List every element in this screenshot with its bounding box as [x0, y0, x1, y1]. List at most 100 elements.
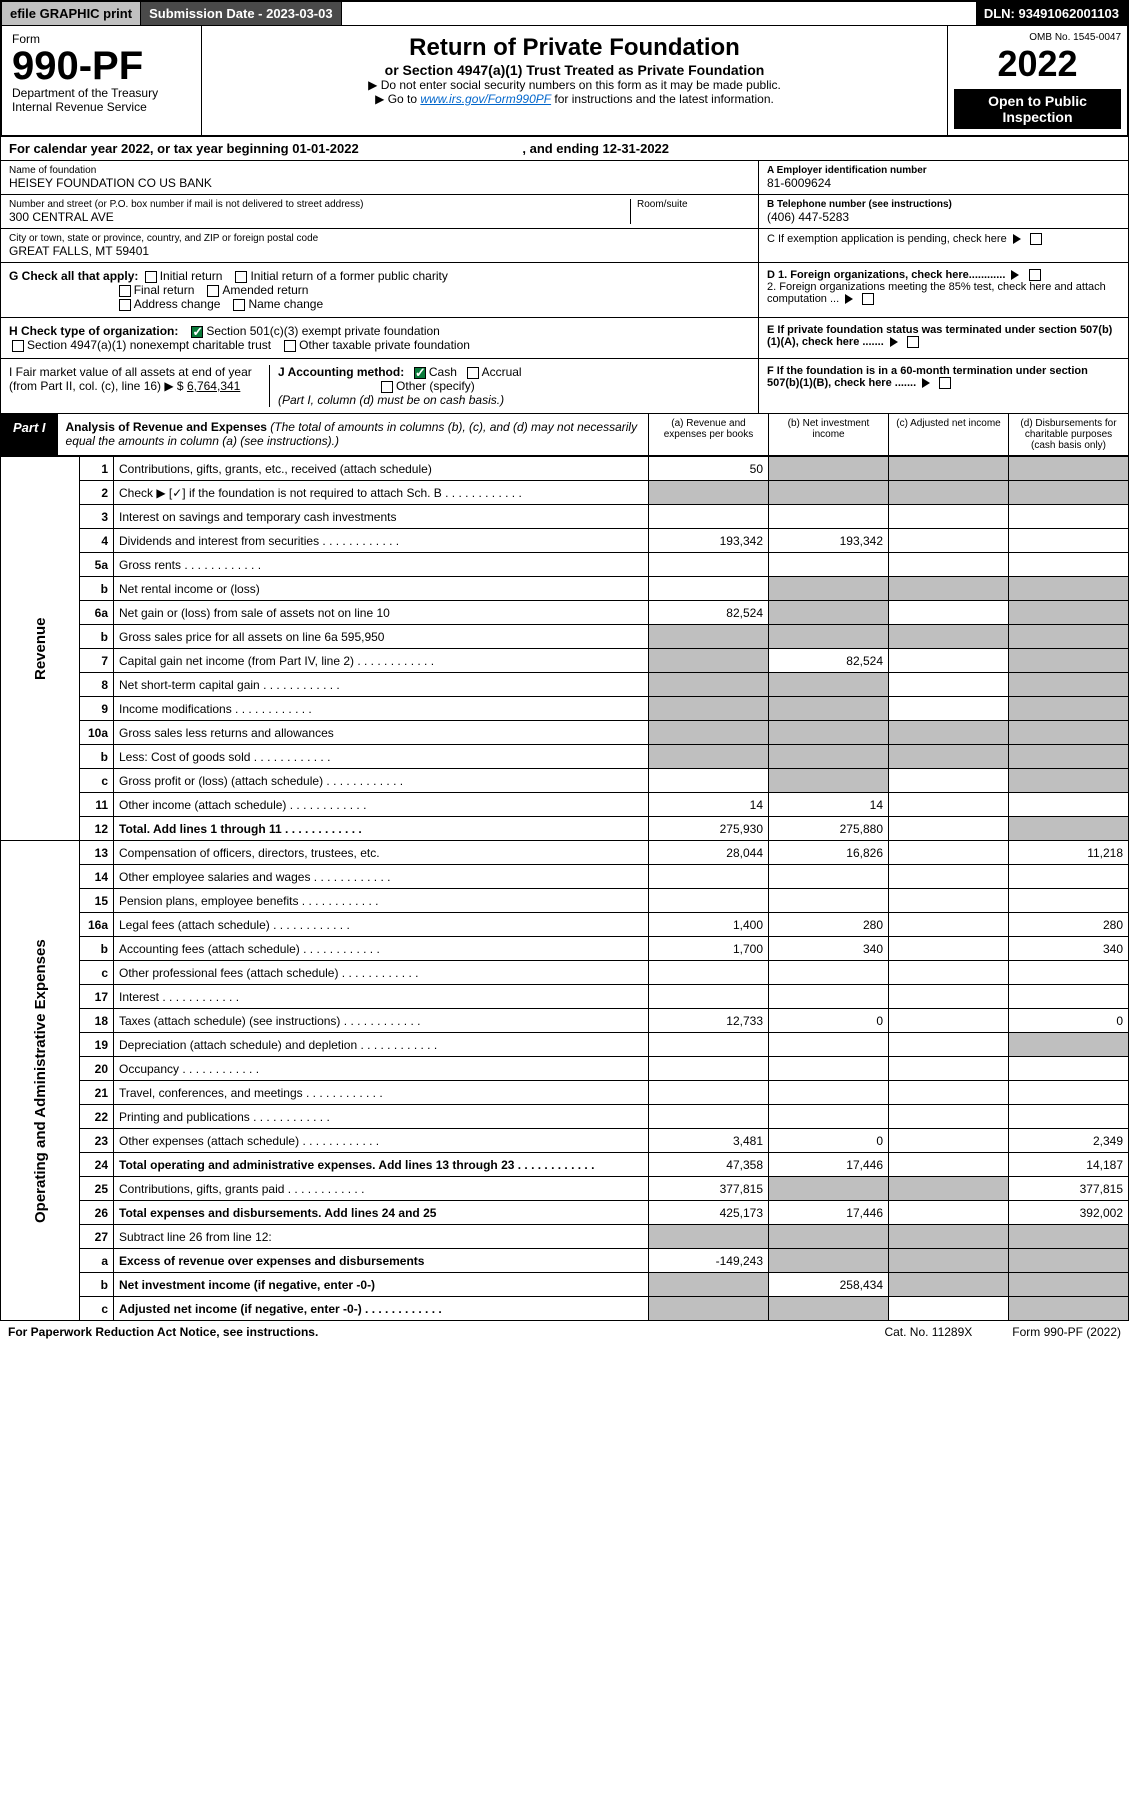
h-4947-checkbox[interactable]: [12, 340, 24, 352]
col-d-val: [1009, 1297, 1129, 1321]
col-b-val: [769, 1177, 889, 1201]
line-no: 18: [80, 1009, 114, 1033]
open-to-public: Open to Public Inspection: [954, 89, 1121, 129]
omb: OMB No. 1545-0047: [954, 32, 1121, 43]
line-desc: Gross sales price for all assets on line…: [114, 625, 649, 649]
g-address-checkbox[interactable]: [119, 299, 131, 311]
col-d-val: [1009, 601, 1129, 625]
c-checkbox[interactable]: [1030, 233, 1042, 245]
calendar-year: For calendar year 2022, or tax year begi…: [0, 137, 1129, 161]
line-no: 19: [80, 1033, 114, 1057]
table-row: 24Total operating and administrative exp…: [1, 1153, 1129, 1177]
section-h-e: H Check type of organization: Section 50…: [0, 318, 1129, 359]
line-desc: Pension plans, employee benefits: [114, 889, 649, 913]
col-a-val: [649, 769, 769, 793]
table-row: 18Taxes (attach schedule) (see instructi…: [1, 1009, 1129, 1033]
g-name-checkbox[interactable]: [233, 299, 245, 311]
col-b-val: [769, 1105, 889, 1129]
col-c-val: [889, 481, 1009, 505]
col-c-val: [889, 985, 1009, 1009]
col-c-val: [889, 1177, 1009, 1201]
j-accrual-checkbox[interactable]: [467, 367, 479, 379]
table-row: 12Total. Add lines 1 through 11275,93027…: [1, 817, 1129, 841]
line-no: c: [80, 1297, 114, 1321]
e-checkbox[interactable]: [907, 336, 919, 348]
j-other-checkbox[interactable]: [381, 381, 393, 393]
line-desc: Check ▶ [✓] if the foundation is not req…: [114, 481, 649, 505]
header: efile GRAPHIC print Submission Date - 20…: [0, 0, 1129, 137]
col-d-val: [1009, 1273, 1129, 1297]
g-amended-checkbox[interactable]: [207, 285, 219, 297]
col-b-val: [769, 601, 889, 625]
table-row: 10aGross sales less returns and allowanc…: [1, 721, 1129, 745]
col-a-val: [649, 481, 769, 505]
col-c-val: [889, 529, 1009, 553]
d2-label: 2. Foreign organizations meeting the 85%…: [767, 281, 1106, 305]
table-row: cAdjusted net income (if negative, enter…: [1, 1297, 1129, 1321]
col-b-val: [769, 577, 889, 601]
col-a-val: [649, 505, 769, 529]
col-d-val: [1009, 865, 1129, 889]
col-d-val: [1009, 529, 1129, 553]
col-d-val: 2,349: [1009, 1129, 1129, 1153]
col-c-val: [889, 1201, 1009, 1225]
col-a-val: [649, 721, 769, 745]
g-former-checkbox[interactable]: [235, 271, 247, 283]
d2-checkbox[interactable]: [862, 293, 874, 305]
line-desc: Excess of revenue over expenses and disb…: [114, 1249, 649, 1273]
col-a-val: 377,815: [649, 1177, 769, 1201]
g-initial-checkbox[interactable]: [145, 271, 157, 283]
col-b-val: [769, 889, 889, 913]
col-d-val: [1009, 793, 1129, 817]
line-desc: Gross profit or (loss) (attach schedule): [114, 769, 649, 793]
arrow-icon: [890, 337, 898, 347]
col-b-val: [769, 1249, 889, 1273]
line-no: 8: [80, 673, 114, 697]
table-row: 15Pension plans, employee benefits: [1, 889, 1129, 913]
form-number: 990-PF: [12, 46, 191, 86]
d1-checkbox[interactable]: [1029, 269, 1041, 281]
col-c-val: [889, 1105, 1009, 1129]
col-a-val: 14: [649, 793, 769, 817]
col-c-val: [889, 721, 1009, 745]
line-no: 21: [80, 1081, 114, 1105]
col-d-val: [1009, 1249, 1129, 1273]
col-b-val: 258,434: [769, 1273, 889, 1297]
foundation-name: HEISEY FOUNDATION CO US BANK: [9, 176, 750, 190]
col-a-val: [649, 985, 769, 1009]
line-no: b: [80, 1273, 114, 1297]
col-a-val: [649, 1273, 769, 1297]
form-link[interactable]: www.irs.gov/Form990PF: [420, 92, 551, 106]
col-c-val: [889, 961, 1009, 985]
section-g-d: G Check all that apply: Initial return I…: [0, 263, 1129, 318]
col-c-val: [889, 1273, 1009, 1297]
table-row: 22Printing and publications: [1, 1105, 1129, 1129]
expenses-side: Operating and Administrative Expenses: [1, 841, 80, 1321]
col-b-val: [769, 505, 889, 529]
table-row: 7Capital gain net income (from Part IV, …: [1, 649, 1129, 673]
col-a-val: 1,700: [649, 937, 769, 961]
h-other-checkbox[interactable]: [284, 340, 296, 352]
paperwork-notice: For Paperwork Reduction Act Notice, see …: [8, 1325, 318, 1339]
line-desc: Travel, conferences, and meetings: [114, 1081, 649, 1105]
line-no: 12: [80, 817, 114, 841]
line-desc: Total expenses and disbursements. Add li…: [114, 1201, 649, 1225]
line-no: 11: [80, 793, 114, 817]
col-b-val: [769, 1033, 889, 1057]
col-c-val: [889, 889, 1009, 913]
line-no: 3: [80, 505, 114, 529]
line-no: 10a: [80, 721, 114, 745]
line-no: 5a: [80, 553, 114, 577]
f-checkbox[interactable]: [939, 377, 951, 389]
col-b-val: 280: [769, 913, 889, 937]
line-no: 27: [80, 1225, 114, 1249]
line-no: c: [80, 769, 114, 793]
col-a-val: [649, 577, 769, 601]
submission-date: Submission Date - 2023-03-03: [141, 2, 342, 25]
g-final-checkbox[interactable]: [119, 285, 131, 297]
col-c-val: [889, 1297, 1009, 1321]
j-cash-checkbox[interactable]: [414, 367, 426, 379]
h-501c3-checkbox[interactable]: [191, 326, 203, 338]
line-no: c: [80, 961, 114, 985]
col-d-val: [1009, 1081, 1129, 1105]
